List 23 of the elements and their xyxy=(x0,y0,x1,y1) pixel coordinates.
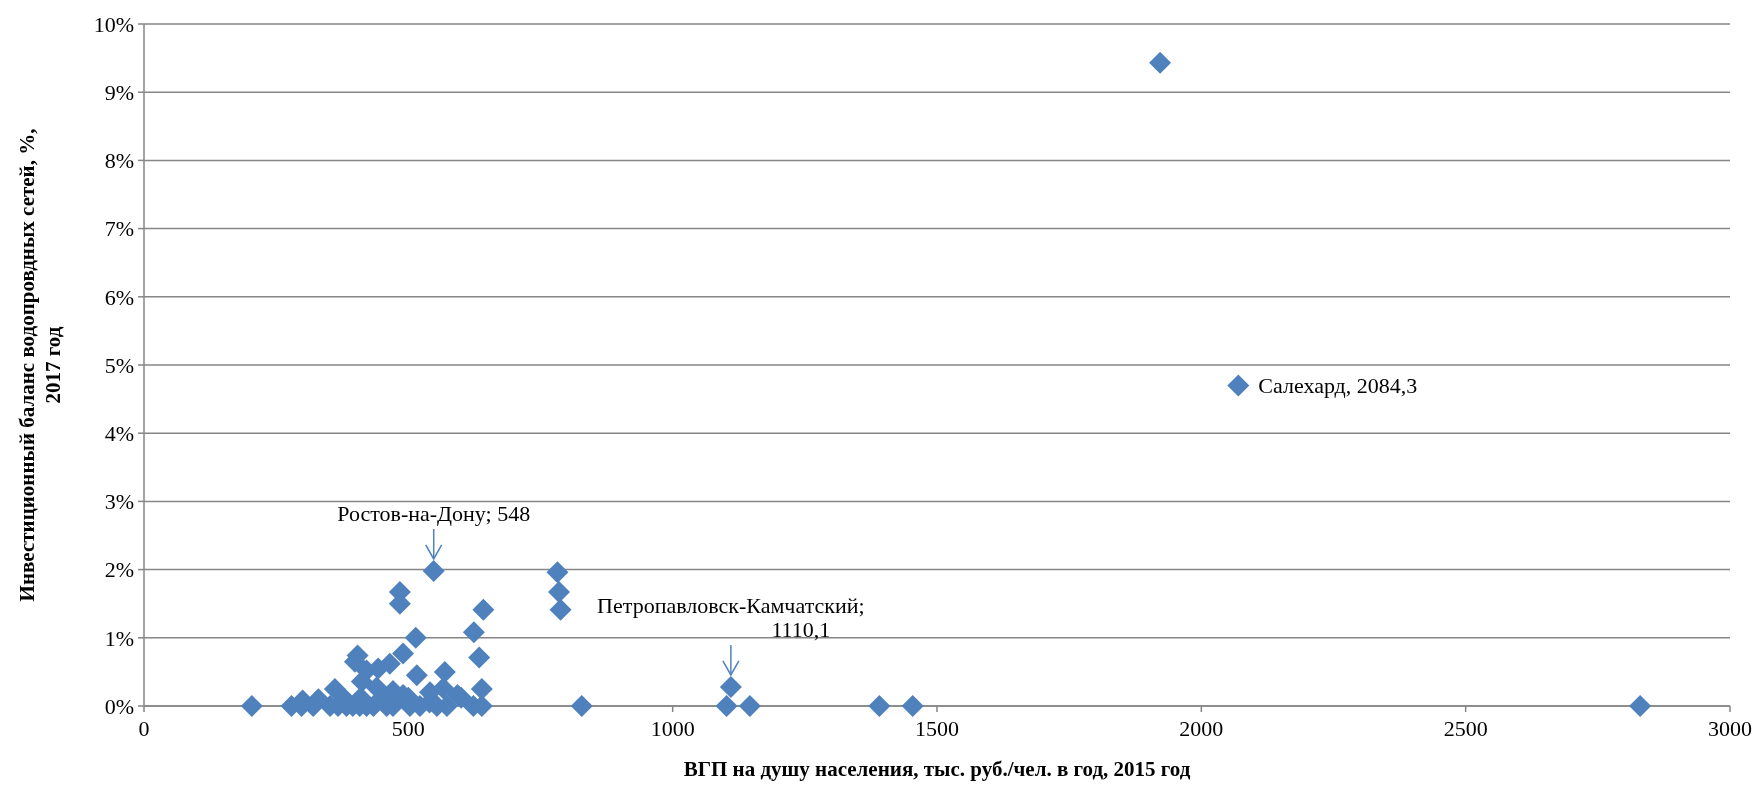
y-tick-label: 5% xyxy=(104,352,134,378)
x-tick-label: 0 xyxy=(138,716,150,741)
legend-label: Салехард, 2084,3 xyxy=(1258,373,1418,399)
y-tick-label: 4% xyxy=(104,420,134,446)
x-tick-label: 2000 xyxy=(1179,716,1224,741)
y-tick-label: 7% xyxy=(104,216,134,242)
y-tick-label: 8% xyxy=(104,148,134,174)
y-tick-label: 9% xyxy=(104,79,134,105)
y-tick-label: 1% xyxy=(104,625,134,651)
y-tick-label: 0% xyxy=(104,693,134,719)
x-tick-label: 2500 xyxy=(1443,716,1488,741)
annotation: Ростов-на-Дону; 548 xyxy=(337,500,531,526)
y-tick-label: 6% xyxy=(104,284,134,310)
y-tick-label: 2% xyxy=(104,557,134,583)
annotation: Петропавловск-Камчатский; 1110,1 xyxy=(597,592,865,642)
x-tick-label: 3000 xyxy=(1708,716,1752,741)
y-tick-label: 10% xyxy=(93,11,134,37)
x-tick-label: 500 xyxy=(391,716,425,741)
x-tick-label: 1500 xyxy=(915,716,959,741)
x-axis-title: ВГП на душу населения, тыс. руб./чел. в год, 2015 год xyxy=(683,757,1191,781)
y-axis-title: Инвестиционный баланс водопровдных сетей, %, 2017 год xyxy=(15,128,65,602)
y-tick-label: 3% xyxy=(104,489,134,515)
x-tick-label: 1000 xyxy=(650,716,695,741)
